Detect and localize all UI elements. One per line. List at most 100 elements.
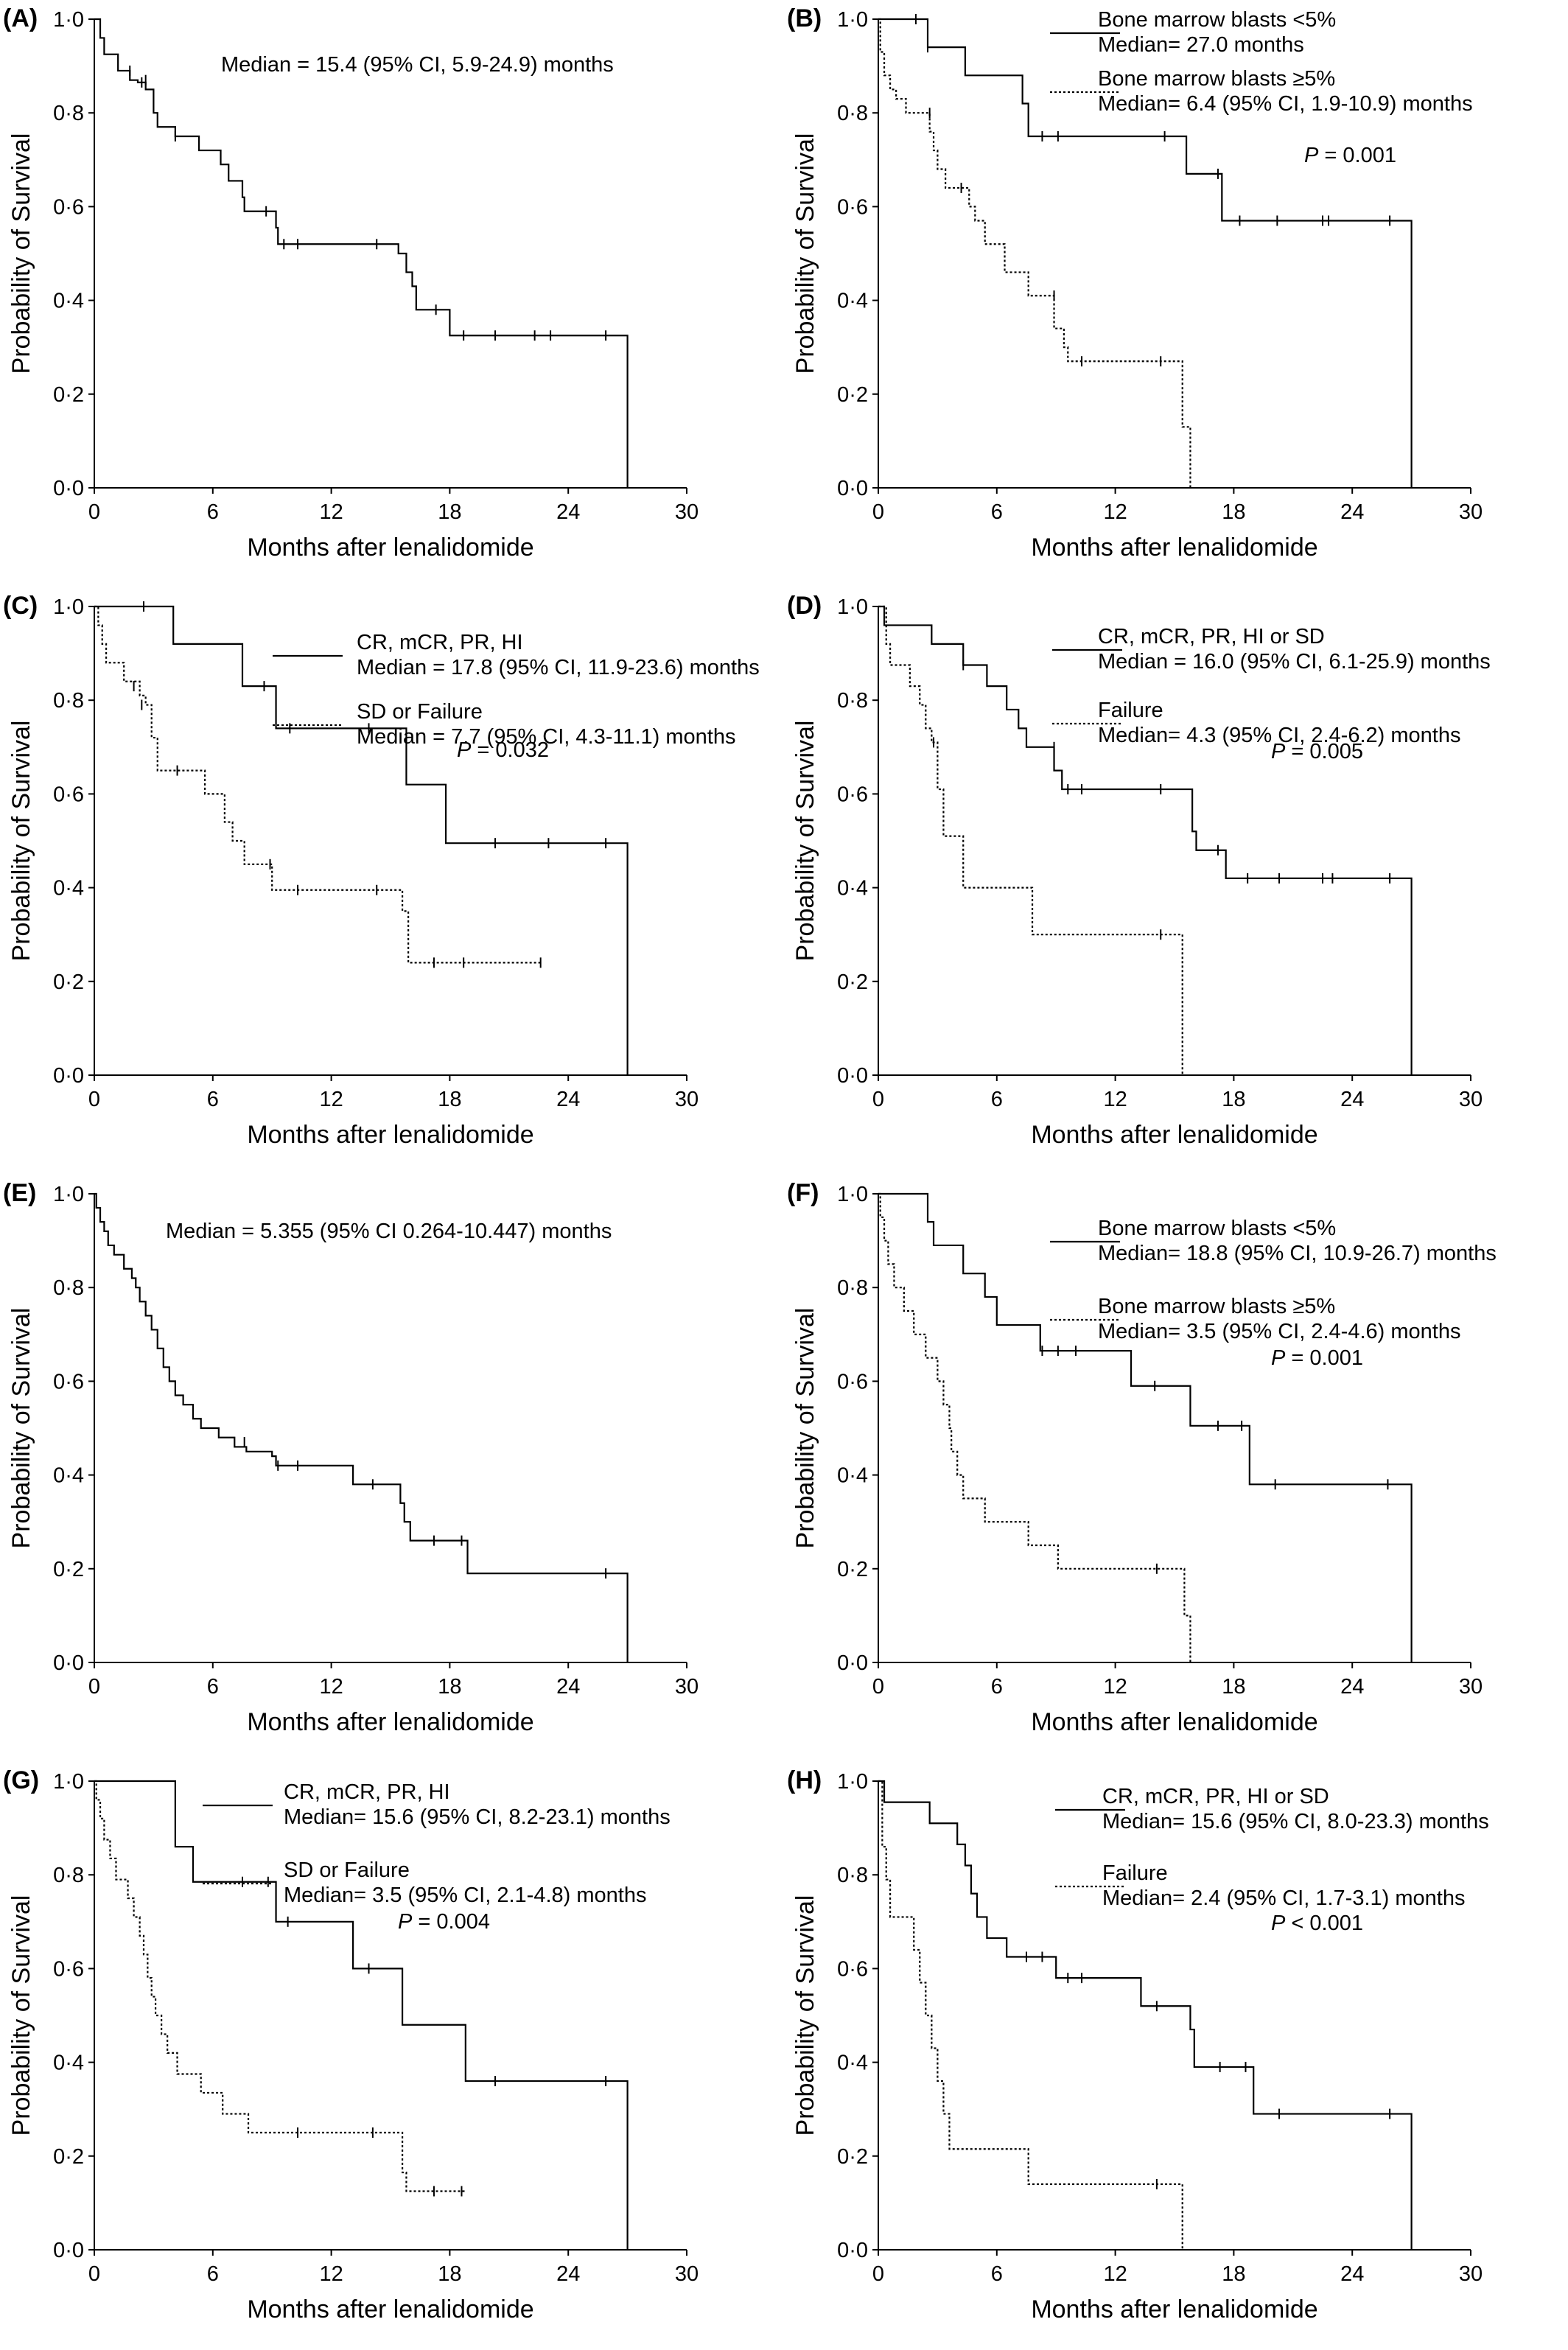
- panel-label: (B): [787, 4, 822, 32]
- y-axis-title: Probability of Survival: [7, 1895, 35, 2136]
- legend-median: Median= 3.5 (95% CI, 2.1-4.8) months: [284, 1884, 646, 1907]
- axes: [94, 1194, 687, 1663]
- y-tick-label: 1·0: [53, 8, 84, 32]
- x-tick-label: 18: [1222, 500, 1245, 524]
- series-line-solid: [878, 18, 1413, 488]
- x-tick-label: 30: [675, 1675, 699, 1699]
- x-tick-label: 6: [207, 500, 219, 524]
- x-tick-label: 6: [207, 1088, 219, 1111]
- x-tick-label: 30: [1459, 500, 1483, 524]
- x-tick-label: 30: [675, 2262, 699, 2286]
- legend-label: Failure: [1102, 1861, 1168, 1885]
- x-tick-label: 6: [207, 1675, 219, 1699]
- x-tick-label: 18: [438, 1675, 461, 1699]
- p-value: P < 0.001: [1271, 1912, 1363, 1935]
- y-tick-label: 0·6: [53, 1957, 84, 1981]
- series-line-solid: [94, 605, 629, 1075]
- x-tick-label: 0: [872, 1675, 884, 1699]
- panel-label: (D): [787, 592, 822, 620]
- y-tick-label: 1·0: [53, 1183, 84, 1206]
- y-tick-label: 0·0: [837, 2239, 868, 2262]
- legend-median: Median = 7.7 (95% CI, 4.3-11.1) months: [357, 725, 735, 749]
- y-tick-label: 0·4: [837, 877, 868, 901]
- series-line-solid: [94, 1780, 629, 2250]
- y-tick-label: 0·2: [53, 971, 84, 994]
- x-tick-label: 6: [991, 2262, 1003, 2286]
- y-tick-label: 0·2: [837, 2145, 868, 2169]
- y-tick-label: 0·6: [837, 1370, 868, 1393]
- p-value: P = 0.004: [398, 1910, 490, 1934]
- km-chart-d: (D) 0·0 0·2 0·4 0·6 0·8 1·0 0 6 12 18 24 30 Months af…: [787, 592, 1491, 1149]
- x-tick-label: 12: [319, 1675, 343, 1699]
- axes: [94, 1781, 687, 2251]
- axes: [878, 1781, 1471, 2251]
- y-tick-label: 0·4: [837, 2052, 868, 2075]
- y-tick-label: 0·6: [837, 195, 868, 219]
- y-tick-label: 1·0: [837, 8, 868, 32]
- panel-e: (E) 0·0 0·2 0·4 0·6 0·8 1·0 0 6 12 18 24 30 Months af…: [0, 1175, 784, 1762]
- x-tick-label: 12: [1103, 1675, 1127, 1699]
- y-tick-label: 0·2: [837, 383, 868, 407]
- y-tick-label: 0·6: [837, 783, 868, 806]
- series-line-dotted: [878, 1780, 1183, 2250]
- series-line-solid: [94, 1192, 629, 1662]
- y-tick-label: 0·4: [53, 2052, 84, 2075]
- legend-label: CR, mCR, PR, HI: [357, 631, 523, 654]
- panel-d: (D) 0·0 0·2 0·4 0·6 0·8 1·0 0 6 12 18 24 30 Months af…: [784, 587, 1568, 1175]
- x-tick-label: 6: [207, 2262, 219, 2286]
- series-line-dotted: [878, 605, 1183, 1075]
- legend-median: Median= 15.6 (95% CI, 8.2-23.1) months: [284, 1805, 671, 1829]
- y-tick-label: 0·8: [53, 689, 84, 713]
- y-tick-label: 0·4: [53, 877, 84, 901]
- x-tick-label: 24: [556, 1675, 580, 1699]
- axes: [878, 606, 1471, 1076]
- y-tick-label: 0·4: [837, 1464, 868, 1488]
- p-value: P = 0.005: [1271, 740, 1363, 763]
- series-line-dotted: [94, 1780, 466, 2192]
- panel-g: (G) 0·0 0·2 0·4 0·6 0·8 1·0 0 6 12 18 24 30 Months af…: [0, 1762, 784, 2349]
- y-tick-label: 0·4: [837, 290, 868, 313]
- x-tick-label: 24: [1340, 1675, 1364, 1699]
- y-tick-label: 0·2: [53, 1558, 84, 1581]
- series-line-dotted: [878, 1192, 1191, 1662]
- legend-median: Median = 16.0 (95% CI, 6.1-25.9) months: [1098, 650, 1491, 674]
- km-chart-g: (G) 0·0 0·2 0·4 0·6 0·8 1·0 0 6 12 18 24 30 Months af…: [3, 1766, 699, 2323]
- series-line-dotted: [94, 605, 541, 964]
- y-tick-label: 0·6: [837, 1957, 868, 1981]
- panel-f: (F) 0·0 0·2 0·4 0·6 0·8 1·0 0 6 12 18 24 30 Months af…: [784, 1175, 1568, 1762]
- x-tick-label: 24: [556, 1088, 580, 1111]
- y-tick-label: 0·8: [837, 102, 868, 125]
- x-axis-title: Months after lenalidomide: [247, 1121, 533, 1149]
- legend-median: Median= 3.5 (95% CI, 2.4-4.6) months: [1098, 1320, 1460, 1343]
- p-value: P = 0.001: [1304, 144, 1396, 167]
- y-axis-title: Probability of Survival: [7, 721, 35, 962]
- y-tick-label: 0·2: [53, 383, 84, 407]
- x-tick-label: 6: [991, 1088, 1003, 1111]
- x-tick-label: 6: [991, 500, 1003, 524]
- y-tick-label: 0·2: [837, 1558, 868, 1581]
- legend-label: SD or Failure: [284, 1858, 410, 1882]
- x-tick-label: 0: [872, 1088, 884, 1111]
- x-tick-label: 30: [1459, 1088, 1483, 1111]
- y-tick-label: 0·4: [53, 1464, 84, 1488]
- panel-label: (H): [787, 1766, 822, 1794]
- series-line-solid: [878, 1192, 1413, 1662]
- y-tick-label: 1·0: [53, 1770, 84, 1794]
- panel-c: (C) 0·0 0·2 0·4 0·6 0·8 1·0 0 6 12 18 24 30 Months af…: [0, 587, 784, 1175]
- y-tick-label: 0·6: [53, 195, 84, 219]
- y-tick-label: 0·8: [53, 102, 84, 125]
- series-line-solid: [878, 1780, 1413, 2250]
- y-tick-label: 0·8: [837, 689, 868, 713]
- y-tick-label: 0·2: [837, 971, 868, 994]
- x-axis-title: Months after lenalidomide: [1031, 2295, 1317, 2323]
- km-chart-a: (A) 0·0 0·2 0·4 0·6 0·8 1·0 0 6 12 18 24 30 Months af…: [3, 4, 699, 562]
- legend-label: Bone marrow blasts <5%: [1098, 1217, 1336, 1240]
- x-tick-label: 0: [88, 1675, 100, 1699]
- x-tick-label: 30: [1459, 2262, 1483, 2286]
- x-tick-label: 18: [1222, 2262, 1245, 2286]
- y-tick-label: 0·8: [53, 1864, 84, 1887]
- x-tick-label: 24: [556, 500, 580, 524]
- legend-label: Bone marrow blasts ≥5%: [1098, 67, 1335, 91]
- y-tick-label: 0·0: [53, 1651, 84, 1675]
- km-chart-f: (F) 0·0 0·2 0·4 0·6 0·8 1·0 0 6 12 18 24 30 Months af…: [787, 1179, 1497, 1736]
